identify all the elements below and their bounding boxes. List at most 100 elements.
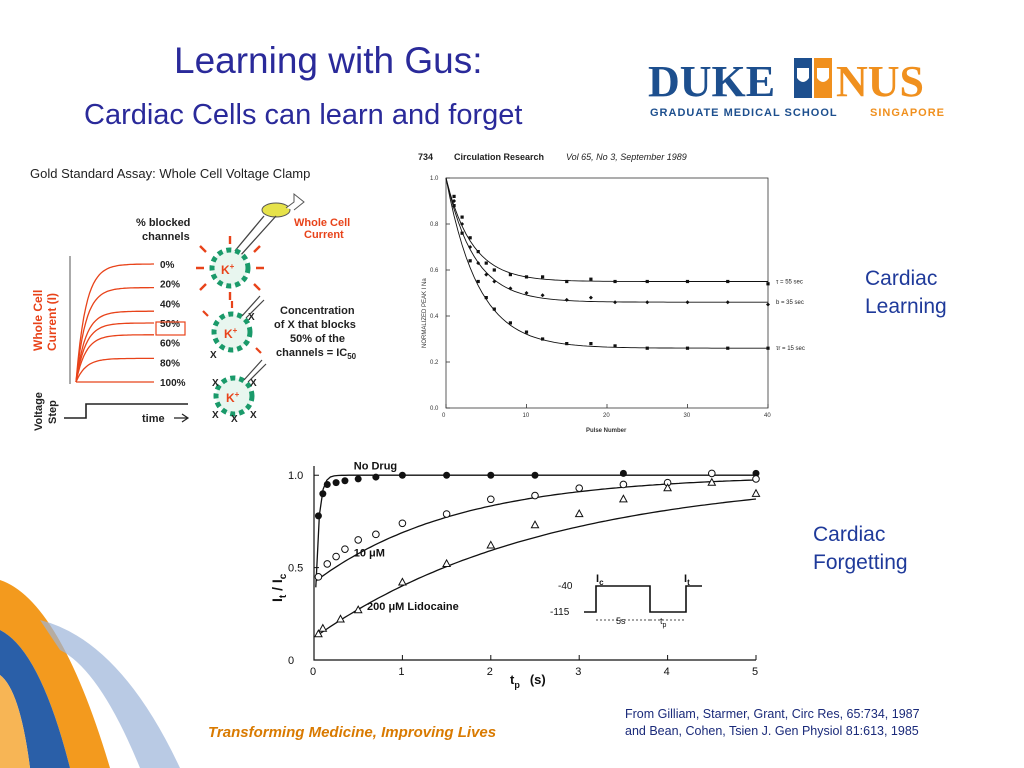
fig2-x-tick: 2: [487, 666, 493, 678]
fig1-point: [468, 236, 472, 240]
fig1-point: [452, 199, 457, 203]
fig2-point: [531, 491, 539, 500]
svg-text:X: X: [231, 414, 238, 425]
fig1-x-tick: 30: [684, 413, 691, 419]
percent-label: 40%: [160, 299, 180, 310]
fig1-point: [492, 268, 496, 272]
fig1-y-tick: 0.0: [430, 406, 439, 412]
shield-icon: [794, 58, 832, 98]
svg-text:X: X: [210, 350, 217, 361]
fig1-series-label: b = 35 sec: [776, 300, 804, 306]
fig1-point: [685, 346, 690, 350]
fig2-point: [323, 480, 331, 488]
svg-text:K+: K+: [221, 262, 235, 277]
fig2-series-label: 10 μM: [354, 548, 385, 560]
fig2-x-tick: 3: [575, 666, 581, 678]
fig2-point: [397, 577, 407, 586]
fig1-point: [564, 297, 569, 302]
fig1-point: [540, 293, 545, 298]
fig2-point: [486, 540, 496, 549]
voltage-clamp-assay-figure: Gold Standard Assay: Whole Cell Voltage …: [30, 166, 357, 431]
fig1-point: [476, 279, 480, 284]
fig2-point: [708, 469, 716, 478]
slide-title: Learning with Gus:: [174, 40, 483, 81]
fig2-y-tick: 0: [288, 655, 294, 667]
fig1-x-tick: 40: [764, 413, 771, 419]
fig2-point: [353, 605, 363, 614]
current-curve: [75, 357, 154, 383]
fig2-point: [442, 558, 452, 568]
fig2-point: [619, 469, 627, 477]
fig2-point: [487, 495, 495, 504]
fig2-point: [751, 488, 761, 497]
current-curve: [75, 286, 154, 383]
fig1-point: [645, 346, 649, 350]
cardiac-forgetting-label: Cardiac Forgetting: [813, 521, 908, 577]
fig2-point: [442, 510, 451, 518]
svg-text:K+: K+: [224, 326, 238, 341]
fig1-point: [588, 295, 593, 300]
fig1-point: [524, 291, 529, 295]
current-curves: [75, 263, 154, 383]
fig2-point: [314, 512, 322, 520]
fig2-xlabel: tp (s): [510, 672, 546, 690]
fig2-point: [341, 545, 349, 553]
fig2-point: [663, 483, 673, 492]
fig2-point: [314, 573, 323, 581]
fig1-journal: Circulation Research: [454, 152, 544, 162]
voltage-label-2: Step: [47, 400, 59, 424]
fig1-x-tick: 10: [523, 413, 530, 419]
fig1-point: [524, 275, 529, 279]
fig2-point: [323, 560, 332, 568]
current-curve: [75, 310, 154, 383]
fig2-point: [313, 629, 323, 638]
fig1-point: [613, 344, 617, 348]
fig2-plot-area: 0 1 2 3 4 5 0 0.5 1.0 No Drug 10 μM 200 μM Lidocain…: [288, 461, 761, 678]
fig1-point: [685, 300, 690, 305]
assay-title: Gold Standard Assay: Whole Cell Voltage …: [30, 166, 310, 181]
inset-tp: tp: [660, 616, 667, 629]
pipette-icon: [233, 192, 305, 257]
fig2-point: [319, 490, 327, 498]
fig2-point: [618, 494, 628, 503]
inset-label-ic: Ic: [596, 573, 604, 587]
fig2-point: [354, 475, 362, 483]
fig2-point: [574, 508, 584, 518]
fig2-point: [752, 469, 760, 477]
fig1-point: [613, 300, 618, 305]
percent-label: 80%: [160, 358, 180, 369]
ylabel-whole-cell-2: Current (I): [45, 293, 59, 351]
fig1-series-label: τ = 55 sec: [776, 280, 803, 286]
fig1-point: [468, 259, 472, 263]
svg-text:X: X: [250, 378, 257, 389]
footer-tagline: Transforming Medicine, Improving Lives: [208, 724, 497, 741]
fig2-point: [332, 552, 340, 561]
fig1-point: [589, 342, 593, 346]
fig1-point: [565, 342, 569, 346]
cardiac-forgetting-chart: It / Ic 0 1 2 3 4 5 0 0.5 1.0 No Drug 10 μM 200 μM …: [269, 461, 761, 690]
fig2-point: [332, 479, 340, 487]
whole-cell-current-label-2: Current: [304, 229, 344, 241]
whole-cell-current-label-1: Whole Cell: [294, 217, 350, 229]
ic50-text-1: Concentration: [280, 305, 355, 317]
ic50-text-2: of X that blocks: [274, 319, 356, 331]
inset-v-bottom: -115: [550, 607, 570, 618]
current-curve: [75, 263, 154, 383]
cell-fully-blocked: K+ X X X X X: [212, 359, 267, 425]
fig1-x-tick: 0: [442, 413, 446, 419]
fig1-point: [460, 231, 464, 235]
percent-label: 50%: [160, 319, 180, 330]
cell-unblocked: K+: [196, 236, 264, 300]
fig2-point: [575, 484, 584, 492]
svg-text:X: X: [212, 410, 219, 421]
inset-v-top: -40: [558, 581, 573, 592]
blocked-header-2: channels: [142, 231, 190, 243]
citation-line-1: From Gilliam, Starmer, Grant, Circ Res, …: [625, 707, 920, 721]
citation-line-2: and Bean, Cohen, Tsien J. Gen Physiol 81…: [625, 724, 919, 738]
fig2-point: [341, 477, 349, 485]
fig1-series-label: τr = 15 sec: [776, 346, 805, 352]
fig1-issue: Vol 65, No 3, September 1989: [566, 152, 687, 162]
fig2-series-label: No Drug: [354, 461, 397, 473]
fig2-point: [398, 471, 406, 479]
cardiac-learning-label: Cardiac Learning: [865, 265, 947, 321]
